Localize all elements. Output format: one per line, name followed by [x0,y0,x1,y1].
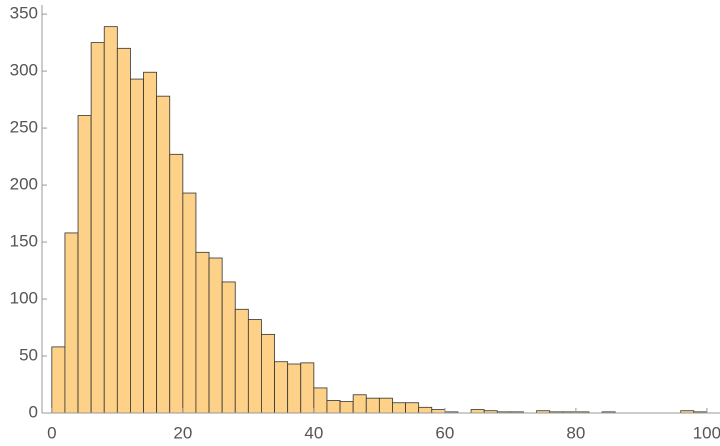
bar [247,319,262,414]
bar [326,400,341,414]
bar [51,346,66,414]
y-tick-label: 50 [19,346,38,365]
x-tick-label: 80 [566,423,585,442]
bar [261,333,275,414]
y-tick-label: 250 [10,118,38,137]
x-tick-label: 60 [435,423,454,442]
y-tick-label: 200 [10,175,38,194]
bar [130,78,144,414]
y-tick-label: 350 [10,4,38,23]
bar [77,115,92,414]
bar [313,387,328,414]
bar [90,42,105,414]
bar [365,397,380,414]
bar [221,281,236,414]
bar [64,232,79,414]
bar [195,251,210,414]
x-tick-label: 0 [47,423,56,442]
y-tick-label: 100 [10,289,38,308]
bar [431,409,446,414]
bar [143,71,158,414]
bar [103,26,118,414]
bar [234,308,249,414]
x-tick-label: 20 [173,423,192,442]
bar [169,153,184,414]
bar [470,409,485,414]
y-tick-label: 300 [10,61,38,80]
bar [418,406,433,414]
x-tick-label: 100 [693,423,720,442]
bar [274,361,289,414]
bar [208,257,223,414]
bar [405,402,420,414]
bar [156,95,171,414]
bar [116,47,131,414]
x-tick-label: 40 [304,423,323,442]
y-tick-label: 0 [29,402,38,421]
bar [287,363,302,414]
bar [392,402,406,414]
y-tick-label: 150 [10,232,38,251]
bar [300,362,315,414]
bar [182,192,197,414]
bar [339,401,354,414]
bar [378,397,393,414]
bar [352,394,367,414]
